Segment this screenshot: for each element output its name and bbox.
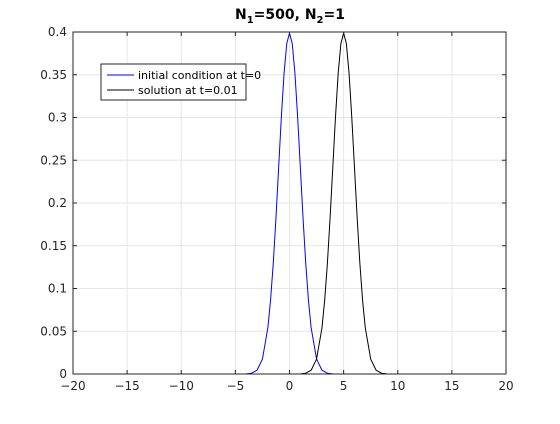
legend-box	[100, 63, 247, 101]
x-tick-label-7: 15	[444, 379, 459, 393]
y-tick-label-0: 0	[59, 367, 67, 381]
y-tick-label-3: 0.15	[40, 239, 67, 253]
legend-label-0: initial condition at t=0	[138, 69, 261, 82]
y-tick-label-1: 0.05	[40, 324, 67, 338]
x-tick-label-6: 10	[390, 379, 405, 393]
x-tick-label-0: −20	[60, 379, 85, 393]
x-tick-label-3: −5	[227, 379, 245, 393]
legend: initial condition at t=0 solution at t=0.…	[100, 63, 261, 101]
y-tick-label-5: 0.25	[40, 153, 67, 167]
x-tick-label-1: −15	[114, 379, 139, 393]
x-tick-label-5: 5	[340, 379, 348, 393]
tick-label-layer: −20 −15 −10 −5 0 5 10 15 20 0 0.05 0.1 0.15 0.2 0.25 0.…	[40, 25, 513, 393]
x-tick-label-2: −10	[169, 379, 194, 393]
axes-layer	[72, 31, 507, 375]
y-tick-label-2: 0.1	[48, 282, 67, 296]
y-tick-label-4: 0.2	[48, 196, 67, 210]
x-tick-label-4: 0	[286, 379, 294, 393]
y-tick-label-8: 0.4	[48, 25, 67, 39]
y-tick-label-7: 0.35	[40, 68, 67, 82]
y-tick-label-6: 0.3	[48, 111, 67, 125]
x-tick-label-8: 20	[498, 379, 513, 393]
chart-title: N1=500, N2=1	[235, 7, 345, 26]
legend-label-1: solution at t=0.01	[138, 84, 238, 97]
